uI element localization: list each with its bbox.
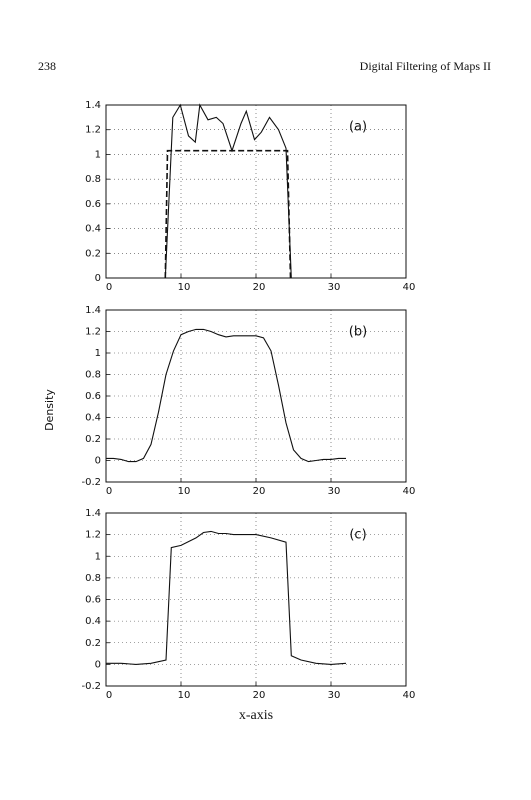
x-tick-label: 10 <box>178 690 191 701</box>
page-number: 238 <box>38 59 56 73</box>
y-tick-label: 0 <box>95 659 101 670</box>
y-tick-label: 0.4 <box>85 224 101 235</box>
data-line <box>106 328 346 463</box>
y-tick-label: 0.4 <box>85 413 101 424</box>
y-tick-label: 1.2 <box>85 125 101 136</box>
running-title: Digital Filtering of Maps II <box>360 59 491 73</box>
y-axis-label: Density <box>43 389 56 431</box>
panel-label: (c) <box>349 528 366 543</box>
y-tick-label: 1.2 <box>85 327 101 338</box>
x-axis-label: x-axis <box>239 708 273 723</box>
y-tick-label: 0 <box>95 456 101 467</box>
y-tick-label: 0.6 <box>85 595 101 606</box>
data-line <box>106 530 347 665</box>
x-tick-label: 30 <box>328 690 341 701</box>
panel-label: (a) <box>349 120 367 135</box>
data-line <box>164 103 292 279</box>
y-tick-label: 0.8 <box>85 573 101 584</box>
y-tick-label: 0.2 <box>85 248 101 259</box>
y-tick-label: 1.4 <box>85 508 101 519</box>
x-tick-label: 20 <box>253 486 266 497</box>
y-tick-label: 1 <box>95 551 101 562</box>
y-tick-label: 0.8 <box>85 174 101 185</box>
y-tick-label: 1 <box>95 149 101 160</box>
y-tick-label: 0.4 <box>85 616 101 627</box>
y-tick-label: 0.8 <box>85 370 101 381</box>
x-tick-label: 10 <box>178 486 191 497</box>
y-tick-label: 0.2 <box>85 434 101 445</box>
y-tick-label: 0.6 <box>85 199 101 210</box>
plot-frame <box>105 309 407 483</box>
x-tick-label: 10 <box>178 282 191 293</box>
x-tick-label: 40 <box>403 282 416 293</box>
y-tick-label: 1.4 <box>85 305 101 316</box>
y-tick-label: 1.4 <box>85 100 101 111</box>
y-tick-label: 0.2 <box>85 638 101 649</box>
x-tick-label: 40 <box>403 486 416 497</box>
data-line <box>164 149 292 279</box>
plot-frame <box>105 512 407 687</box>
y-tick-label: 1.2 <box>85 530 101 541</box>
x-tick-label: 20 <box>253 282 266 293</box>
x-tick-label: 0 <box>106 690 112 701</box>
y-tick-label: 0.6 <box>85 391 101 402</box>
x-tick-label: 30 <box>328 282 341 293</box>
panel-label: (b) <box>349 325 367 340</box>
x-tick-label: 20 <box>253 690 266 701</box>
plot-frame <box>105 104 407 279</box>
x-tick-label: 30 <box>328 486 341 497</box>
y-tick-label: 0 <box>95 273 101 284</box>
y-tick-label: -0.2 <box>81 477 101 488</box>
y-tick-label: -0.2 <box>81 681 101 692</box>
x-tick-label: 0 <box>106 282 112 293</box>
x-tick-label: 0 <box>106 486 112 497</box>
x-tick-label: 40 <box>403 690 416 701</box>
y-tick-label: 1 <box>95 348 101 359</box>
